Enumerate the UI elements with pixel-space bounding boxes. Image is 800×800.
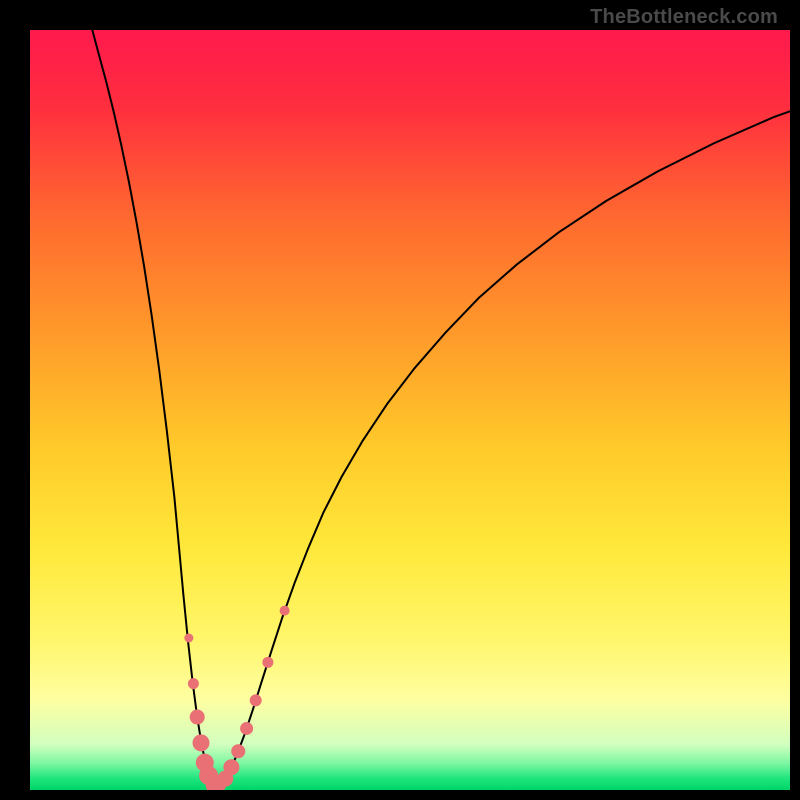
gradient-background: [30, 30, 790, 790]
data-marker: [193, 734, 210, 751]
data-marker: [231, 744, 245, 758]
plot-area: [30, 30, 790, 790]
data-marker: [250, 694, 262, 706]
data-marker: [280, 606, 290, 616]
chart-container: TheBottleneck.com: [0, 0, 800, 800]
data-marker: [240, 722, 253, 735]
plot-svg: [30, 30, 790, 790]
data-marker: [262, 657, 273, 668]
watermark-text: TheBottleneck.com: [590, 6, 778, 29]
data-marker: [184, 634, 193, 643]
data-marker: [223, 759, 239, 775]
data-marker: [190, 710, 205, 725]
data-marker: [188, 678, 199, 689]
